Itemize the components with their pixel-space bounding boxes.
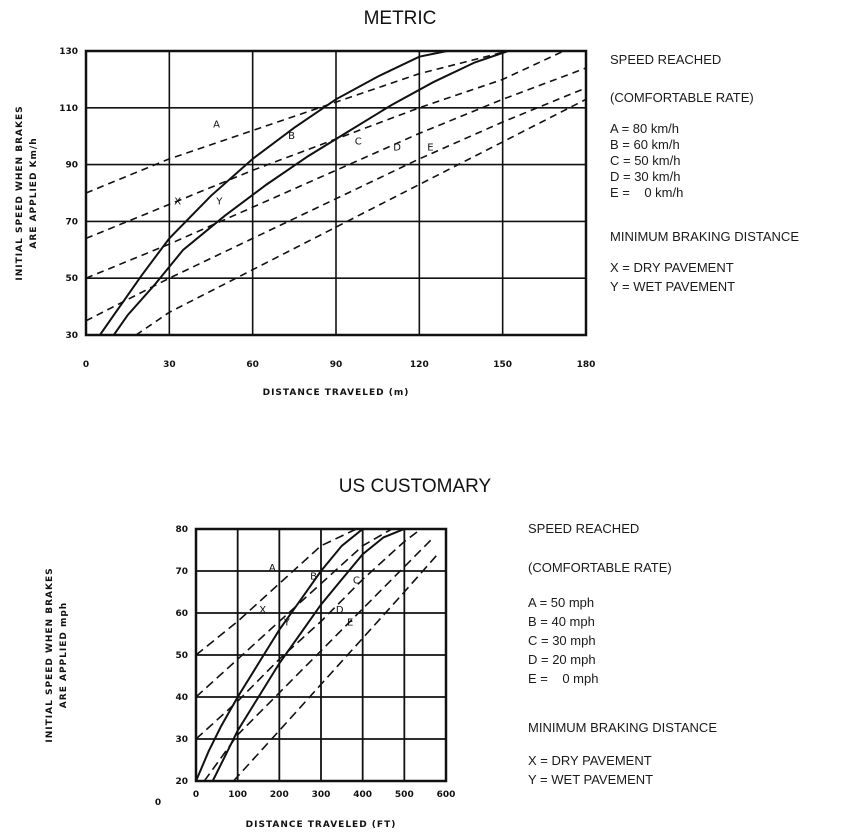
legend-speed-e: E = 0 mph [528, 671, 599, 686]
curve-label-a: A [269, 563, 276, 574]
y-tick-label: 20 [175, 777, 188, 787]
legend-speed-d: D = 20 mph [528, 652, 596, 667]
curve-label-b: B [288, 131, 295, 142]
x-axis-label: DISTANCE TRAVELED (m) [263, 388, 410, 398]
series-line-y [112, 51, 509, 335]
x-axis-label: DISTANCE TRAVELED (FT) [246, 820, 397, 830]
x-tick-label: 0 [193, 790, 199, 800]
y-tick-label: 50 [65, 274, 78, 284]
us-customary-braking-chart: A B C DE X Y 0 100 200 300 400 500 600 20 30 40 50 60 70 80… [45, 525, 456, 830]
y-tick-label: 30 [175, 735, 188, 745]
us-chart-title: US CUSTOMARY [338, 476, 492, 497]
series-line-x [99, 51, 448, 335]
metric-braking-chart: A B C D E X Y 0 30 60 90 120 150 180 30 50 70 90 110 130 DIS… [15, 47, 596, 398]
y-tick-label: 90 [65, 161, 78, 171]
series-line-e [232, 553, 439, 781]
x-tick-label: 180 [577, 360, 596, 370]
curve-label-y: Y [215, 196, 223, 207]
legend-heading-comfortable-rate: (COMFORTABLE RATE) [528, 560, 672, 575]
metric-chart-title: METRIC [363, 8, 437, 29]
x-tick-label: 30 [163, 360, 176, 370]
y-tick-label: 50 [175, 651, 188, 661]
legend-speed-d: D = 30 km/h [610, 169, 681, 184]
series-line-a [196, 529, 357, 656]
legend-speed-e: E = 0 km/h [610, 185, 684, 200]
x-tick-label: 500 [395, 790, 414, 800]
series-group [86, 51, 586, 335]
origin-tick-label: 0 [155, 798, 161, 808]
series-line-d [86, 87, 586, 322]
series-line-c [196, 529, 422, 740]
curve-label-b: B [310, 571, 317, 582]
x-tick-label: 300 [312, 790, 331, 800]
us-legend-panel: SPEED REACHED (COMFORTABLE RATE) A = 50 … [528, 519, 828, 789]
legend-pavement-x: X = DRY PAVEMENT [610, 260, 734, 275]
curve-label-c: C [355, 137, 362, 148]
curve-label-e: E [427, 142, 433, 153]
curve-label-a: A [213, 120, 220, 131]
x-tick-label: 0 [83, 360, 89, 370]
curve-label-d: D [393, 142, 401, 153]
legend-pavement-x: X = DRY PAVEMENT [528, 753, 652, 768]
curve-label-d: D [336, 605, 344, 616]
legend-speed-b: B = 40 mph [528, 614, 595, 629]
x-tick-label: 400 [353, 790, 372, 800]
y-axis-label-line2: ARE APPLIED Km/h [29, 137, 39, 248]
legend-heading-speed-reached: SPEED REACHED [528, 521, 640, 536]
legend-heading-comfortable-rate: (COMFORTABLE RATE) [610, 90, 754, 105]
legend-speed-c: C = 30 mph [528, 633, 596, 648]
metric-legend-panel: SPEED REACHED (COMFORTABLE RATE) A = 80 … [610, 50, 840, 296]
y-tick-label: 70 [175, 567, 188, 577]
legend-speed-a: A = 50 mph [528, 595, 595, 610]
series-group [196, 529, 439, 781]
x-tick-label: 60 [246, 360, 259, 370]
y-axis-label-line2: ARE APPLIED mph [59, 602, 69, 708]
legend-speed-b: B = 60 km/h [610, 137, 680, 152]
x-tick-label: 600 [437, 790, 456, 800]
y-tick-label: 30 [65, 331, 78, 341]
y-tick-label: 130 [59, 47, 78, 57]
x-tick-label: 150 [493, 360, 512, 370]
legend-speed-a: A = 80 km/h [610, 121, 680, 136]
y-tick-label: 70 [65, 217, 78, 227]
series-line-e [135, 98, 586, 335]
y-axis-label-line1: INITIAL SPEED WHEN BRAKES [45, 567, 55, 742]
series-line-b [196, 529, 393, 698]
legend-speed-c: C = 50 km/h [610, 153, 681, 168]
curve-label-x: X [174, 196, 181, 207]
legend-pavement-y: Y = WET PAVEMENT [610, 279, 736, 294]
series-line-a [86, 51, 586, 194]
curve-label-x: X [259, 605, 266, 616]
curve-label-c: C [353, 576, 360, 587]
series-line-x [196, 529, 364, 781]
series-line-c [86, 67, 586, 279]
x-tick-label: 100 [228, 790, 247, 800]
y-tick-label: 80 [175, 525, 188, 535]
y-tick-label: 60 [175, 609, 188, 619]
x-tick-label: 90 [330, 360, 343, 370]
y-tick-label: 110 [59, 104, 78, 114]
series-line-y [211, 529, 405, 781]
x-tick-label: 120 [410, 360, 429, 370]
legend-heading-min-braking: MINIMUM BRAKING DISTANCE [528, 720, 717, 735]
series-line-d [203, 536, 435, 781]
y-axis-label-line1: INITIAL SPEED WHEN BRAKES [15, 105, 25, 280]
grid [196, 529, 446, 781]
y-tick-label: 40 [175, 693, 188, 703]
x-tick-label: 200 [270, 790, 289, 800]
curve-label-e: E [347, 618, 353, 629]
curve-label-y: Y [283, 618, 291, 629]
legend-heading-speed-reached: SPEED REACHED [610, 52, 722, 67]
grid [86, 51, 586, 335]
legend-pavement-y: Y = WET PAVEMENT [528, 772, 654, 787]
legend-heading-min-braking: MINIMUM BRAKING DISTANCE [610, 229, 799, 244]
